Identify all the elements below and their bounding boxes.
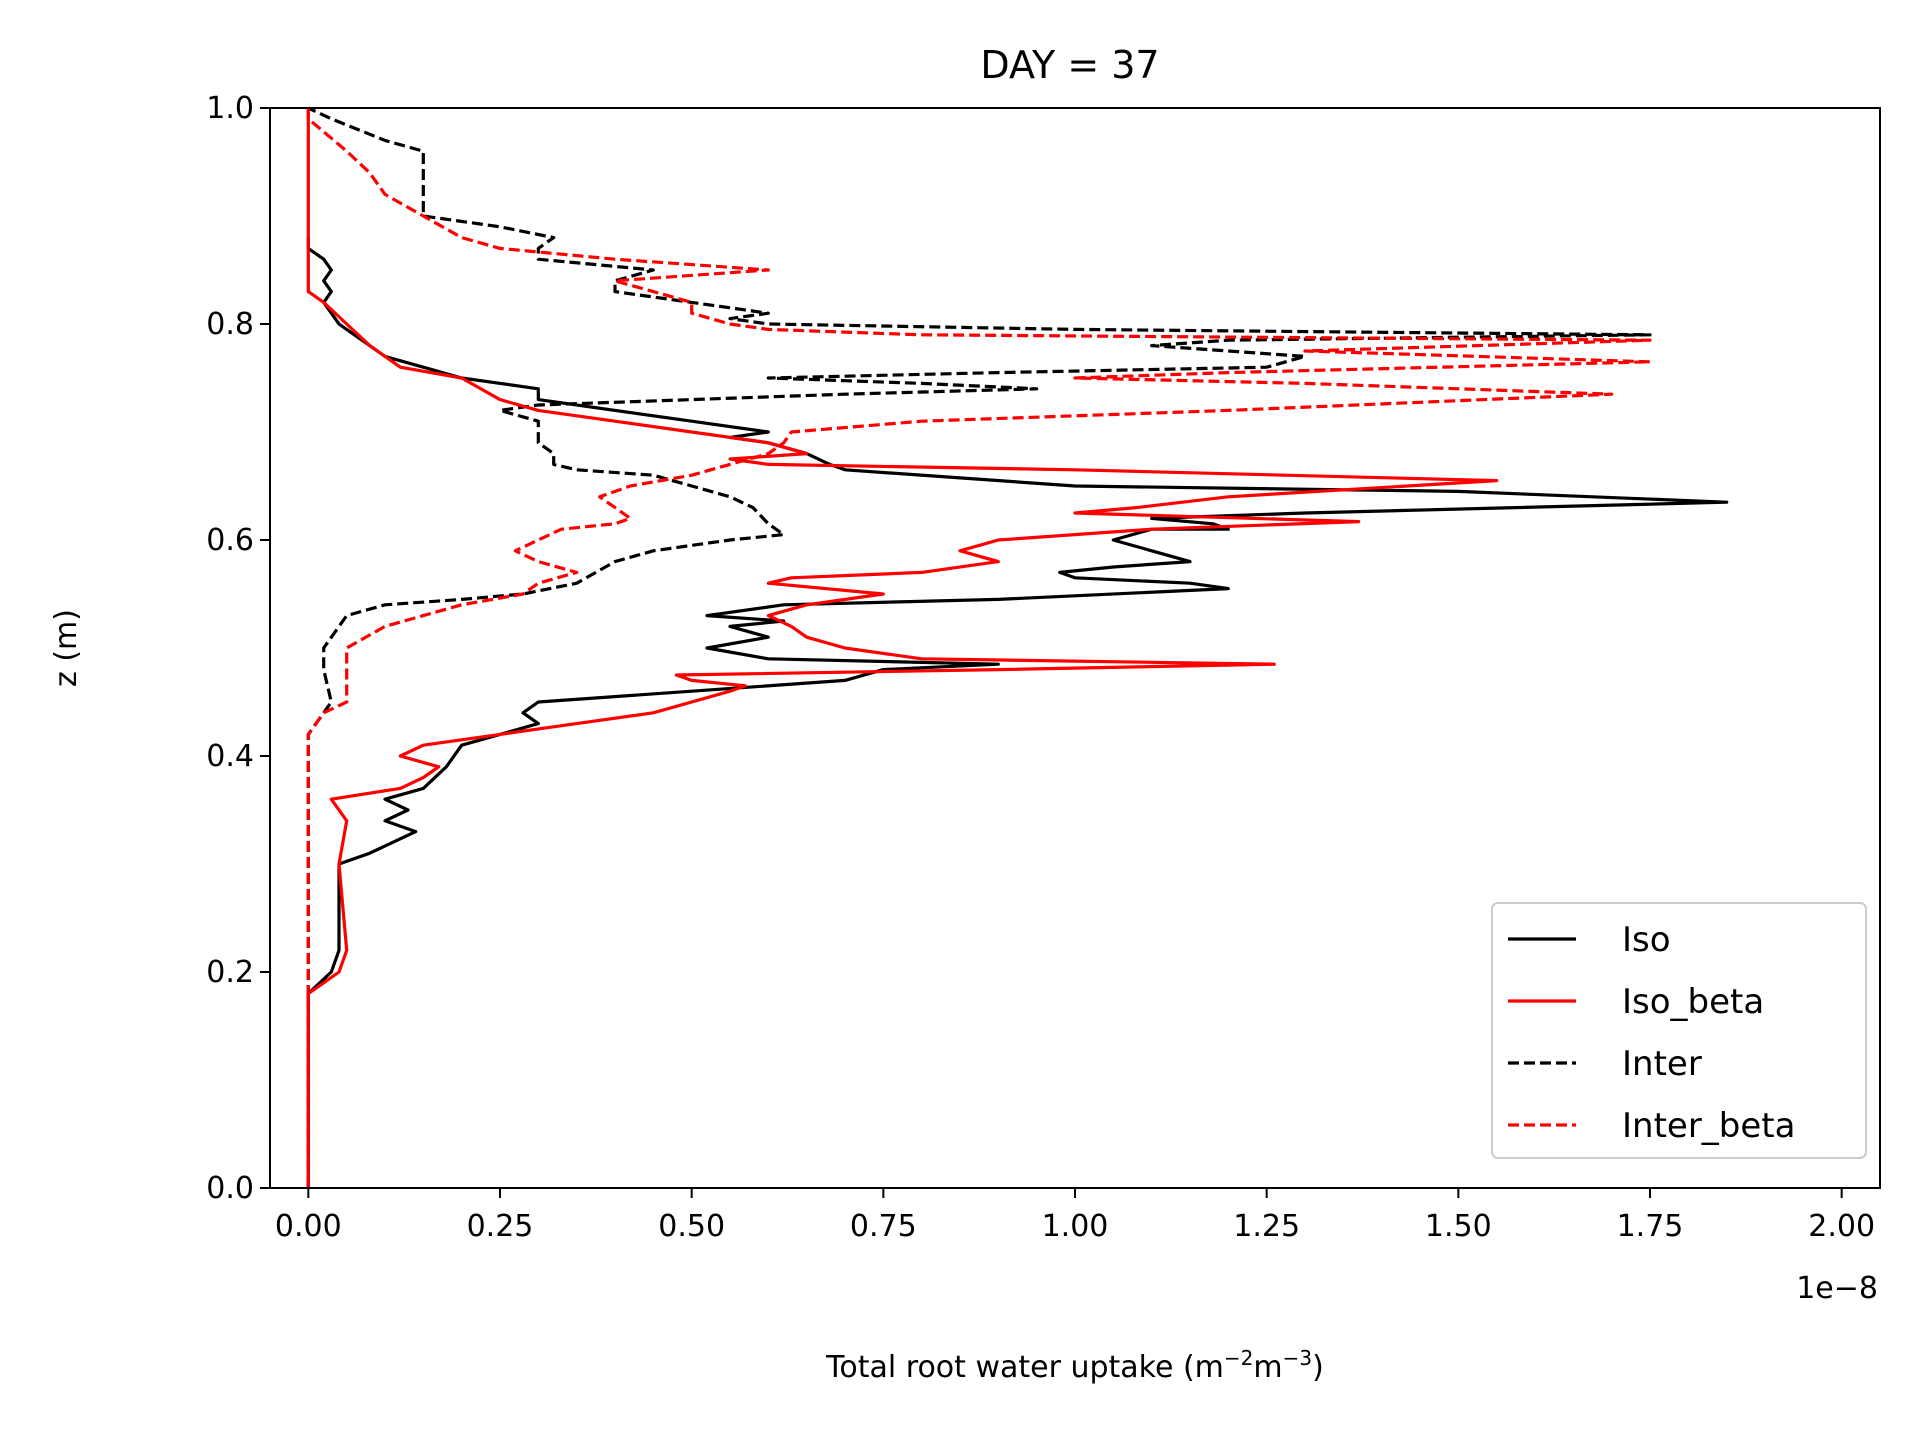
series-line-inter [306, 106, 1652, 1188]
x-axis-title-main: Total root water uptake (m [825, 1350, 1224, 1385]
legend-label: Iso [1622, 920, 1671, 960]
x-tick-label: 1.50 [1425, 1209, 1492, 1244]
x-tick-label: 0.50 [658, 1209, 725, 1244]
series-line-iso-beta [306, 108, 1499, 1188]
x-axis-title-mid: m [1253, 1350, 1282, 1385]
y-tick-label: 0.6 [206, 523, 254, 558]
x-axis-title-sup2: −3 [1283, 1346, 1312, 1370]
y-axis: 0.0 0.2 0.4 0.6 0.8 1.0 [206, 91, 270, 1206]
x-axis: 0.00 0.25 0.50 0.75 1.00 1.25 1.50 1.75 2.00 [275, 1188, 1875, 1244]
legend: Iso Iso_beta Inter Inter_beta [1491, 902, 1867, 1159]
x-offset-label: 1e−8 [1796, 1271, 1878, 1306]
x-tick-label: 1.00 [1042, 1209, 1109, 1244]
y-tick-label: 0.2 [206, 955, 254, 990]
series-line-iso [306, 237, 1729, 1188]
x-axis-title-end: ) [1312, 1350, 1324, 1385]
y-tick-label: 0.8 [206, 307, 254, 342]
y-tick-label: 1.0 [206, 91, 254, 126]
series-line-inter-beta [306, 108, 1652, 1188]
x-tick-label: 1.75 [1617, 1209, 1684, 1244]
legend-box [1491, 902, 1867, 1159]
series-layer [306, 106, 1729, 1188]
x-axis-title: Total root water uptake (m−2m−3) [825, 1346, 1324, 1385]
x-tick-label: 0.25 [467, 1209, 534, 1244]
x-tick-label: 0.75 [850, 1209, 917, 1244]
x-axis-title-sup1: −2 [1224, 1346, 1253, 1370]
y-tick-label: 0.4 [206, 739, 254, 774]
legend-label: Iso_beta [1622, 982, 1764, 1022]
y-tick-label: 0.0 [206, 1171, 254, 1206]
x-tick-label: 0.00 [275, 1209, 342, 1244]
x-tick-label: 2.00 [1808, 1209, 1875, 1244]
chart-title: DAY = 37 [980, 43, 1159, 87]
y-axis-title: z (m) [49, 609, 84, 687]
legend-label: Inter [1622, 1044, 1702, 1084]
legend-label: Inter_beta [1622, 1106, 1795, 1146]
x-tick-label: 1.25 [1233, 1209, 1300, 1244]
